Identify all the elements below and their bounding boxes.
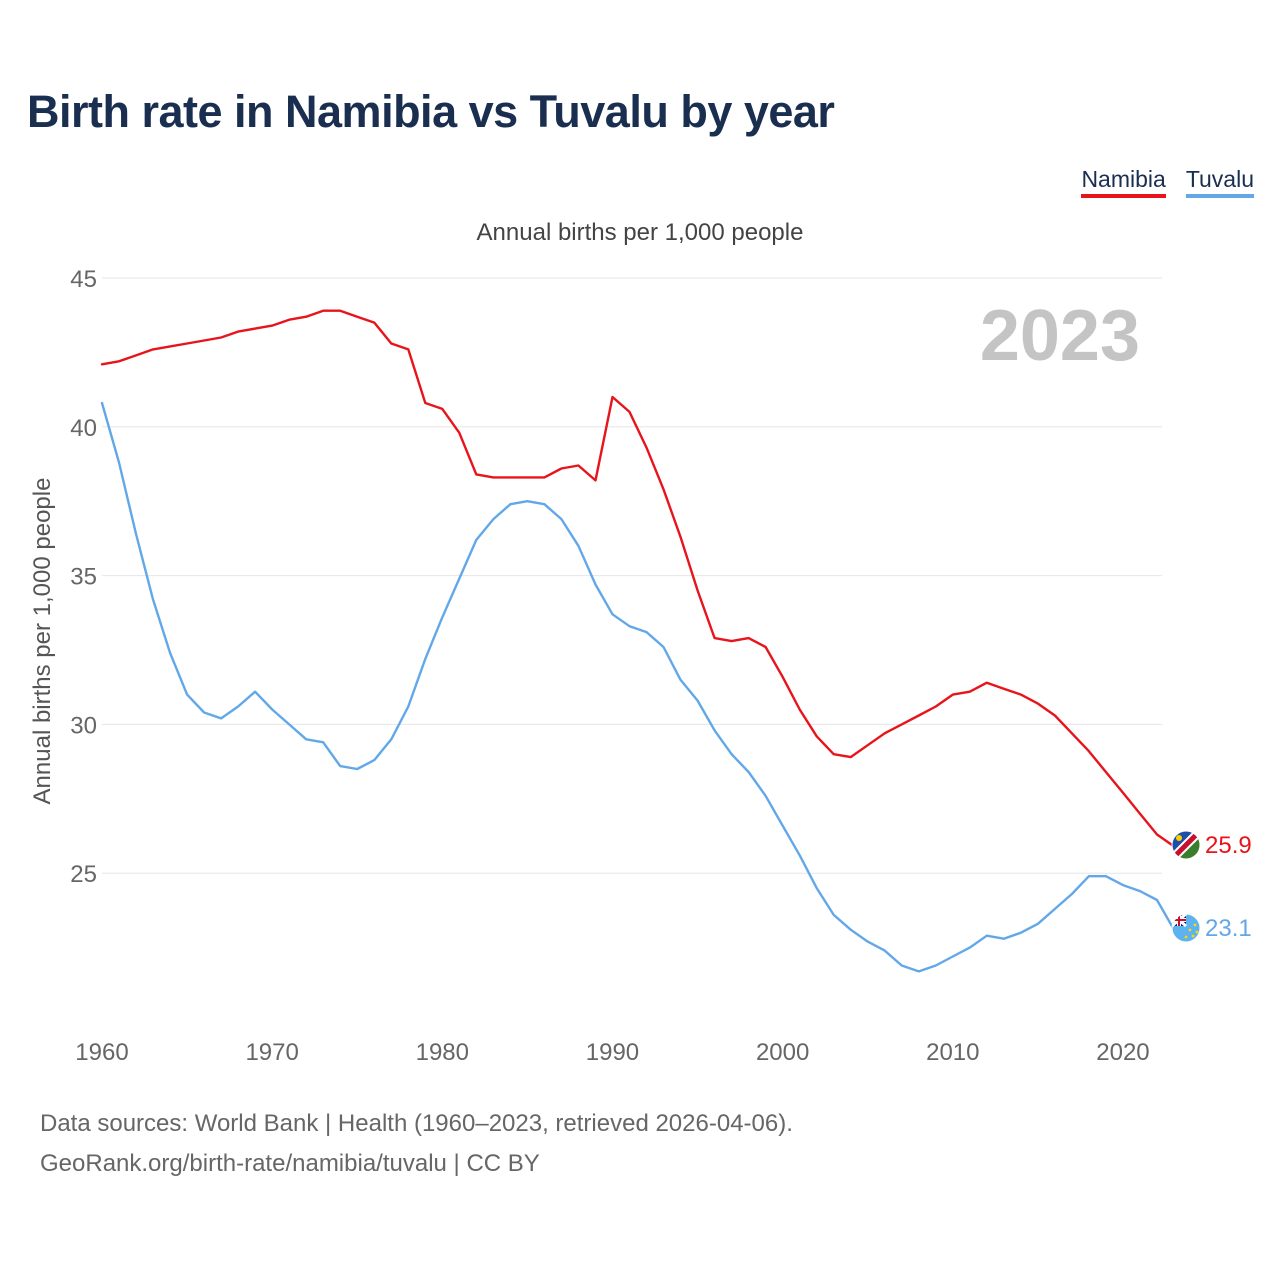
- x-tick-label: 1990: [586, 1039, 639, 1066]
- series-lines: [100, 309, 1176, 973]
- x-tick-label: 2000: [756, 1039, 809, 1066]
- end-label-namibia: 25.9: [1205, 832, 1252, 859]
- x-tick-label: 1970: [245, 1039, 298, 1066]
- y-axis-label: Annual births per 1,000 people: [29, 478, 56, 805]
- year-watermark: 2023: [980, 296, 1140, 376]
- legend-item-namibia[interactable]: Namibia: [1081, 166, 1166, 198]
- tuvalu-flag-icon: [1171, 913, 1201, 943]
- source-url[interactable]: GeoRank.org/birth-rate/namibia/tuvalu | …: [40, 1150, 540, 1177]
- x-tick-label: 2020: [1096, 1039, 1149, 1066]
- y-tick-label: 40: [70, 415, 97, 442]
- series-line-tuvalu[interactable]: [100, 401, 1176, 973]
- series-line-namibia[interactable]: [100, 309, 1176, 848]
- chart-title: Birth rate in Namibia vs Tuvalu by year: [27, 86, 835, 137]
- gridlines: [102, 277, 1162, 874]
- x-tick-label: 2010: [926, 1039, 979, 1066]
- x-tick-label: 1960: [75, 1039, 128, 1066]
- x-tick-label: 1980: [416, 1039, 469, 1066]
- y-tick-label: 45: [70, 266, 97, 293]
- footer: Data sources: World Bank | Health (1960–…: [40, 1104, 793, 1184]
- namibia-flag-icon: [1171, 830, 1201, 860]
- legend: Namibia Tuvalu: [1081, 166, 1254, 198]
- y-tick-label: 25: [70, 861, 97, 888]
- x-ticks: 1960 1970 1980 1990 2000 2010 2020: [75, 1039, 1149, 1066]
- end-label-tuvalu: 23.1: [1205, 915, 1252, 942]
- chart-subtitle: Annual births per 1,000 people: [477, 219, 804, 246]
- data-source-note: Data sources: World Bank | Health (1960–…: [40, 1110, 793, 1137]
- y-tick-label: 30: [70, 712, 97, 739]
- y-ticks: 25 30 35 40 45: [70, 266, 97, 888]
- legend-item-tuvalu[interactable]: Tuvalu: [1185, 166, 1254, 198]
- end-labels: 25.9 23.1: [1205, 832, 1252, 942]
- y-tick-label: 35: [70, 564, 97, 591]
